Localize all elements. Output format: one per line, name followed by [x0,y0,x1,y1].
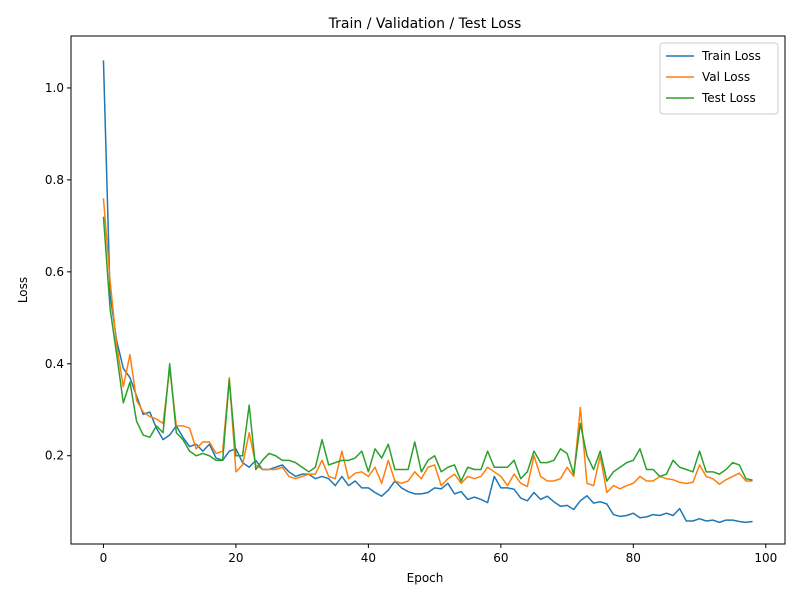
legend-label: Test Loss [701,91,756,105]
y-tick-label: 0.2 [45,449,64,463]
series-line-train-loss [102,60,753,524]
y-axis-label: Loss [16,277,30,303]
series-line-test-loss [102,216,753,482]
y-tick-label: 0.8 [45,173,64,187]
series-line-val-loss [102,198,753,494]
x-axis: 0 20 40 60 80 100 [100,544,777,565]
y-tick-label: 0.6 [45,265,64,279]
x-tick-label: 60 [493,551,508,565]
x-axis-label: Epoch [407,571,444,585]
y-tick-label: 1.0 [45,81,64,95]
x-tick-label: 20 [228,551,243,565]
chart-title: Train / Validation / Test Loss [328,16,522,32]
x-tick-label: 100 [754,551,777,565]
series-layer [102,60,753,524]
plot-frame [70,35,786,545]
legend-label: Train Loss [701,49,761,63]
x-tick-label: 80 [626,551,641,565]
x-tick-label: 40 [361,551,376,565]
legend-box [659,42,779,115]
y-axis: 0.2 0.4 0.6 0.8 1.0 [45,81,71,463]
y-tick-label: 0.4 [45,357,64,371]
legend-label: Val Loss [702,70,750,84]
legend: Train Loss Val Loss Test Loss [659,42,779,115]
x-tick-label: 0 [100,551,108,565]
